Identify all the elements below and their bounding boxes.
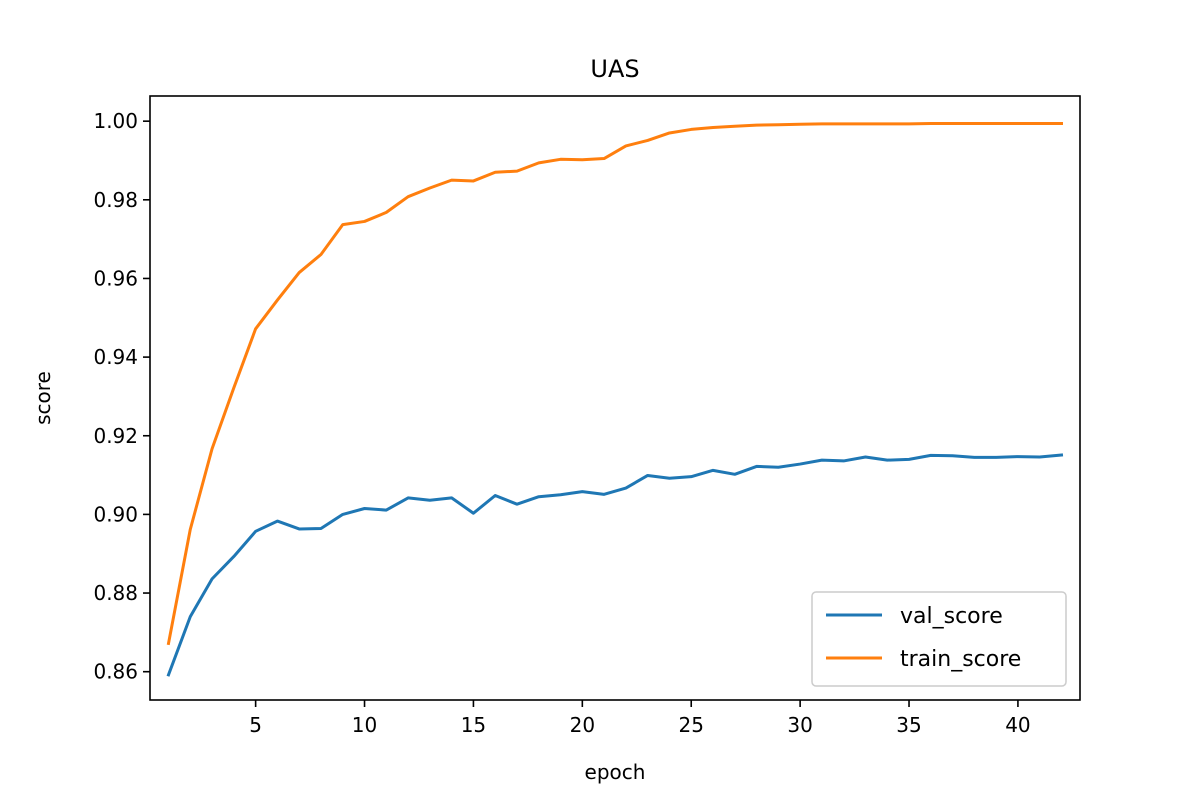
x-axis-title: epoch [585,760,646,784]
x-tick-label: 35 [896,713,921,737]
legend-label-train-score: train_score [900,647,1021,672]
x-tick-label: 20 [570,713,595,737]
x-tick-label: 5 [249,713,262,737]
y-tick-label: 0.90 [93,502,138,526]
x-tick-label: 40 [1005,713,1030,737]
plot-frame [149,95,1081,701]
x-axis: 5 10 15 20 25 30 35 40 [249,700,1031,737]
x-tick-label: 25 [679,713,704,737]
series-line-val-score [166,453,1064,677]
series-line-train-score [166,122,1063,646]
legend: val_score train_score [811,591,1067,687]
y-axis-title: score [31,371,55,425]
x-tick-label: 10 [352,713,377,737]
y-tick-label: 0.94 [93,345,138,369]
y-tick-label: 0.88 [93,581,138,605]
y-tick-label: 0.96 [93,266,138,290]
series-group [166,122,1064,677]
y-tick-label: 0.86 [93,660,138,684]
chart-title: UAS [590,55,639,83]
x-tick-label: 30 [787,713,812,737]
legend-label-val-score: val_score [900,604,1003,629]
y-tick-label: 0.92 [93,424,138,448]
y-tick-label: 1.00 [93,109,138,133]
y-axis: 0.86 0.88 0.90 0.92 0.94 0.96 0.98 1.00 [93,109,150,684]
y-tick-label: 0.98 [93,188,138,212]
x-tick-label: 15 [461,713,486,737]
